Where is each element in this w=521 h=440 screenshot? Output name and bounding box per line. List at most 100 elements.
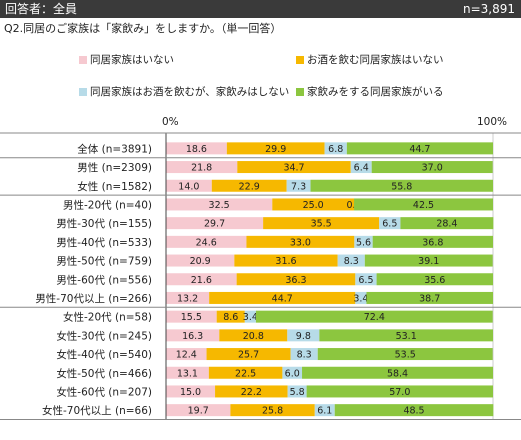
bar-segment [226, 142, 325, 155]
legend-label: 同居家族はいない [90, 54, 174, 66]
category-label: 男性 (n=2309) [77, 161, 152, 174]
data-label: 20.9 [190, 256, 211, 267]
bar-segment [366, 291, 493, 304]
bar-segment [255, 310, 493, 323]
bar-segment [166, 179, 212, 192]
bar-segment [354, 235, 373, 248]
bar-segment [314, 404, 335, 417]
bar-segment [364, 254, 493, 267]
category-label: 男性-50代 (n=759) [56, 255, 152, 268]
data-label: 25.0 [303, 200, 324, 211]
bar-segment [319, 329, 493, 342]
axis-tick-label: 100% [477, 116, 507, 128]
data-label: 18.6 [186, 144, 207, 155]
bar-segment [310, 179, 493, 192]
category-label: 男性-70代以上 (n=266) [35, 292, 152, 305]
bar-segment [244, 310, 256, 323]
data-label: 21.8 [191, 163, 212, 174]
bar-segment [166, 385, 216, 398]
bar-segment [317, 348, 493, 361]
bar-segment [215, 385, 288, 398]
data-label: 20.8 [243, 331, 264, 342]
bar-segment [234, 254, 338, 267]
bar-segment [355, 291, 367, 304]
category-label: 女性-40代 (n=540) [56, 348, 152, 361]
bar-segment [166, 291, 210, 304]
respondents-label: 回答者：全員 [5, 2, 78, 16]
bar-segment [350, 161, 372, 174]
category-label: 男性-40代 (n=533) [56, 236, 152, 249]
data-label: 29.7 [204, 219, 225, 230]
data-label: 58.4 [387, 368, 408, 379]
data-label: 34.7 [283, 163, 304, 174]
bar-segment [206, 348, 291, 361]
data-label: 5.8 [290, 387, 305, 398]
data-label: 72.4 [364, 312, 385, 323]
data-label: 3.4 [353, 293, 368, 304]
data-label: 38.7 [419, 293, 440, 304]
category-label: 男性-30代 (n=155) [56, 217, 152, 230]
bar-segment [216, 310, 245, 323]
data-label: 28.4 [436, 219, 457, 230]
bar-segment [379, 217, 401, 230]
data-label: 16.3 [182, 331, 203, 342]
data-label: 6.5 [358, 275, 373, 286]
data-label: 29.9 [265, 144, 286, 155]
legend-label: 同居家族はお酒を飲むが、家飲みはしない [90, 86, 290, 98]
data-label: 35.6 [424, 275, 445, 286]
bar-segment [355, 273, 377, 286]
bar-segment [334, 404, 494, 417]
category-label: 男性-20代 (n=40) [63, 198, 152, 211]
bar-segment [272, 198, 355, 211]
bar-segment [236, 273, 356, 286]
data-label: 6.1 [317, 406, 332, 417]
bar-segment [208, 366, 283, 379]
data-label: 13.1 [177, 368, 198, 379]
bar-segment [400, 217, 494, 230]
axis-tick-label: 0% [162, 116, 179, 128]
data-label: 6.5 [382, 219, 397, 230]
legend-swatch [79, 56, 87, 64]
data-label: 22.9 [239, 181, 260, 192]
data-label: 19.7 [188, 406, 209, 417]
data-label: 36.8 [422, 237, 443, 248]
legend-swatch [79, 88, 87, 96]
bar-segment [211, 179, 287, 192]
data-label: 32.5 [209, 200, 230, 211]
data-label: 13.2 [177, 293, 198, 304]
data-label: 53.5 [395, 350, 416, 361]
data-label: 14.0 [178, 181, 199, 192]
bar-segment [337, 254, 365, 267]
data-label: 31.6 [275, 256, 296, 267]
bar-segment [166, 404, 231, 417]
data-label: 33.0 [290, 237, 311, 248]
bar-segment [246, 235, 355, 248]
data-label: 36.3 [285, 275, 306, 286]
bar-segment [306, 385, 493, 398]
data-label: 8.3 [297, 350, 312, 361]
data-label: 7.3 [291, 181, 306, 192]
data-label: 57.0 [389, 387, 410, 398]
bar-segment [290, 348, 318, 361]
bar-segment [166, 348, 207, 361]
legend-label: お酒を飲む同居家族はいない [307, 54, 444, 66]
header-bar: 回答者：全員 n=3,891 [0, 0, 521, 18]
bar-segment [209, 291, 356, 304]
data-label: 35.5 [311, 219, 332, 230]
category-label: 男性-60代 (n=556) [56, 273, 152, 286]
bar-segment [230, 404, 315, 417]
legend-swatch [296, 88, 304, 96]
data-label: 39.1 [418, 256, 439, 267]
data-label: 53.1 [396, 331, 417, 342]
bar-segment [371, 161, 493, 174]
bar-segment [302, 366, 493, 379]
bar-segment [166, 161, 238, 174]
category-label: 全体 (n=3891) [77, 142, 152, 155]
bar-segment [166, 235, 247, 248]
bar-segment [287, 329, 320, 342]
bar-segment [376, 273, 493, 286]
bar-segment [166, 254, 235, 267]
data-label: 5.6 [356, 237, 371, 248]
